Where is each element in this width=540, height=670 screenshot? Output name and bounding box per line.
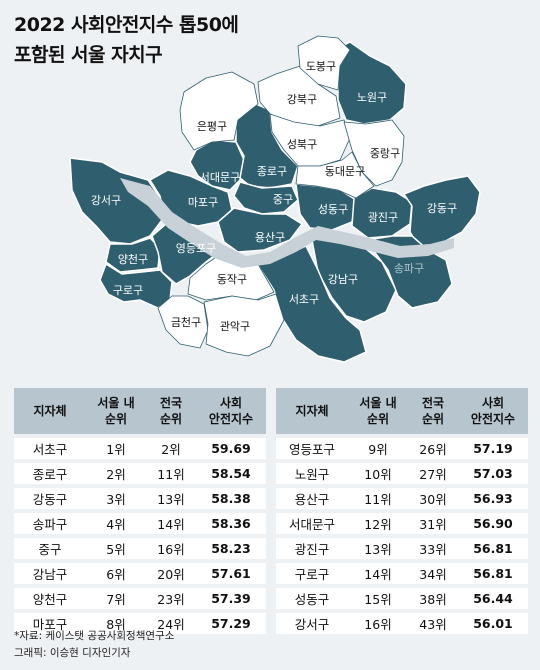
district-jungnang bbox=[343, 119, 405, 187]
header-national-rank: 전국 순위 bbox=[146, 388, 196, 434]
label-geumcheon: 금천구 bbox=[171, 315, 201, 329]
table-row: 서대문구 12위 31위 56.90 bbox=[276, 513, 528, 534]
label-seocho: 서초구 bbox=[289, 293, 319, 306]
source-note: *자료: 케이스탯 공공사회정책연구소 bbox=[14, 630, 175, 642]
header-seoul-rank: 서울 내 순위 bbox=[348, 388, 408, 434]
district-yangcheon bbox=[105, 237, 161, 273]
label-seongdong: 성동구 bbox=[318, 203, 348, 216]
district-dongdaemun bbox=[295, 151, 375, 199]
table-row: 강서구 16위 43위 56.01 bbox=[276, 613, 528, 634]
header-national-rank: 전국 순위 bbox=[408, 388, 458, 434]
district-dobong bbox=[297, 35, 351, 91]
infographic-title: 2022 사회안전지수 톱50에 포함된 서울 자치구 bbox=[14, 10, 239, 70]
district-seocho bbox=[255, 245, 367, 363]
label-songpa: 송파구 bbox=[394, 262, 424, 275]
table-row: 마포구 8위 24위 57.29 bbox=[14, 613, 266, 634]
label-gangdong: 강동구 bbox=[427, 202, 457, 215]
table-row: 강남구 6위 20위 57.61 bbox=[14, 563, 266, 584]
table-row: 성동구 15위 38위 56.44 bbox=[276, 588, 528, 609]
title-line-2: 포함된 서울 자치구 bbox=[14, 44, 163, 66]
label-jung: 중구 bbox=[273, 193, 293, 206]
seoul-district-map: 도봉구 강북구 은평구 성북구 중랑구 동대문구 동작구 금천구 관악구 노원구… bbox=[69, 35, 481, 363]
header-district: 지자체 bbox=[14, 388, 86, 434]
district-nowon bbox=[329, 41, 407, 125]
ranking-table-right: 지자체 서울 내 순위 전국 순위 사회 안전지수 영등포구 9위 26위 57.19 노원… bbox=[276, 384, 528, 638]
label-gwangjin: 광진구 bbox=[368, 211, 398, 224]
label-seodaemun: 서대문구 bbox=[200, 171, 240, 184]
district-gangbuk bbox=[257, 65, 341, 127]
label-gangseo: 강서구 bbox=[91, 194, 121, 207]
table-row: 양천구 7위 23위 57.39 bbox=[14, 588, 266, 609]
label-guro: 구로구 bbox=[113, 284, 143, 297]
label-gangnam: 강남구 bbox=[328, 273, 358, 286]
label-jongno: 종로구 bbox=[257, 165, 287, 178]
label-gangbuk: 강북구 bbox=[287, 93, 317, 106]
district-seongbuk bbox=[269, 113, 351, 167]
table-row: 송파구 4위 14위 58.36 bbox=[14, 513, 266, 534]
label-yeongdeungpo: 영등포구 bbox=[176, 242, 216, 255]
table-row: 광진구 13위 33위 56.81 bbox=[276, 538, 528, 559]
district-eunpyeong bbox=[179, 71, 259, 151]
table-row: 노원구 10위 27위 57.03 bbox=[276, 463, 528, 484]
table-header-row: 지자체 서울 내 순위 전국 순위 사회 안전지수 bbox=[276, 388, 528, 434]
han-river bbox=[120, 178, 454, 268]
label-yangcheon: 양천구 bbox=[118, 252, 148, 266]
header-safety-index: 사회 안전지수 bbox=[196, 388, 266, 434]
label-mapo: 마포구 bbox=[188, 196, 218, 209]
district-gangseo bbox=[69, 157, 163, 245]
header-seoul-rank: 서울 내 순위 bbox=[86, 388, 146, 434]
district-yongsan bbox=[217, 207, 303, 253]
table-row: 종로구 2위 11위 58.54 bbox=[14, 463, 266, 484]
label-eunpyeong: 은평구 bbox=[197, 120, 227, 133]
table-row: 구로구 14위 34위 56.81 bbox=[276, 563, 528, 584]
title-line-1: 2022 사회안전지수 톱50에 bbox=[14, 14, 239, 36]
table-row: 강동구 3위 13위 58.38 bbox=[14, 488, 266, 509]
label-nowon: 노원구 bbox=[357, 91, 387, 104]
district-gangdong bbox=[403, 175, 481, 249]
label-dongdaemun: 동대문구 bbox=[325, 165, 365, 178]
table-row: 중구 5위 16위 58.23 bbox=[14, 538, 266, 559]
table-header-row: 지자체 서울 내 순위 전국 순위 사회 안전지수 bbox=[14, 388, 266, 434]
label-gwanak: 관악구 bbox=[220, 320, 250, 333]
table-row: 서초구 1위 2위 59.69 bbox=[14, 438, 266, 459]
footer-credits: *자료: 케이스탯 공공사회정책연구소 그래픽: 이승현 디자인기자 bbox=[14, 628, 174, 662]
label-dobong: 도봉구 bbox=[306, 60, 336, 73]
label-seongbuk: 성북구 bbox=[287, 138, 317, 151]
table-row: 영등포구 9위 26위 57.19 bbox=[276, 438, 528, 459]
header-safety-index: 사회 안전지수 bbox=[458, 388, 528, 434]
header-district: 지자체 bbox=[276, 388, 348, 434]
district-jung bbox=[233, 181, 299, 215]
graphic-credit: 그래픽: 이승현 디자인기자 bbox=[14, 647, 131, 659]
district-gwanak bbox=[203, 293, 285, 357]
label-dongjak: 동작구 bbox=[217, 273, 247, 286]
label-jungnang: 중랑구 bbox=[370, 147, 400, 160]
table-row: 용산구 11위 30위 56.93 bbox=[276, 488, 528, 509]
label-yongsan: 용산구 bbox=[255, 231, 285, 244]
ranking-table-left: 지자체 서울 내 순위 전국 순위 사회 안전지수 서초구 1위 2위 59.69 종로구 2… bbox=[14, 384, 266, 638]
